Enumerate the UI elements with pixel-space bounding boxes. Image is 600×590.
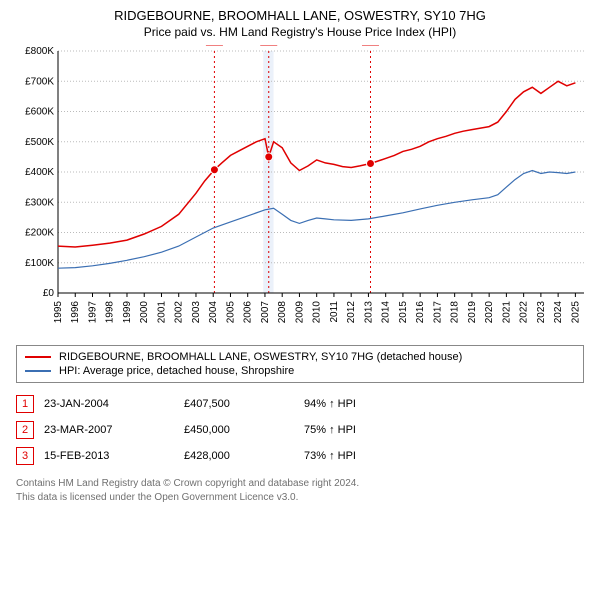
svg-text:2022: 2022 bbox=[519, 301, 530, 324]
svg-text:1997: 1997 bbox=[87, 301, 98, 324]
svg-text:£500K: £500K bbox=[25, 137, 54, 148]
svg-text:2016: 2016 bbox=[415, 301, 426, 324]
svg-text:2012: 2012 bbox=[346, 301, 357, 324]
svg-text:1996: 1996 bbox=[70, 301, 81, 324]
svg-text:2023: 2023 bbox=[536, 301, 547, 324]
svg-text:2002: 2002 bbox=[174, 301, 185, 324]
event-delta: 75% ↑ HPI bbox=[304, 424, 424, 436]
event-price: £450,000 bbox=[184, 424, 304, 436]
svg-text:2006: 2006 bbox=[243, 301, 254, 324]
event-row: 1 23-JAN-2004 £407,500 94% ↑ HPI bbox=[16, 391, 584, 417]
svg-text:2001: 2001 bbox=[156, 301, 167, 324]
events-table: 1 23-JAN-2004 £407,500 94% ↑ HPI 2 23-MA… bbox=[16, 391, 584, 469]
svg-text:2009: 2009 bbox=[294, 301, 305, 324]
svg-text:£800K: £800K bbox=[25, 46, 54, 57]
svg-text:2015: 2015 bbox=[398, 301, 409, 324]
legend-swatch-red bbox=[25, 356, 51, 358]
svg-text:£700K: £700K bbox=[25, 76, 54, 87]
event-date: 23-MAR-2007 bbox=[44, 424, 184, 436]
svg-text:2010: 2010 bbox=[312, 301, 323, 324]
svg-text:2020: 2020 bbox=[484, 301, 495, 324]
svg-text:2003: 2003 bbox=[191, 301, 202, 324]
svg-text:1995: 1995 bbox=[53, 301, 64, 324]
svg-text:2014: 2014 bbox=[381, 301, 392, 324]
footer-line: This data is licensed under the Open Gov… bbox=[16, 491, 584, 505]
event-index: 2 bbox=[16, 421, 34, 439]
chart-subtitle: Price paid vs. HM Land Registry's House … bbox=[12, 25, 588, 39]
svg-text:2000: 2000 bbox=[139, 301, 150, 324]
event-delta: 94% ↑ HPI bbox=[304, 398, 424, 410]
svg-text:£100K: £100K bbox=[25, 258, 54, 269]
footer-line: Contains HM Land Registry data © Crown c… bbox=[16, 477, 584, 491]
event-index: 3 bbox=[16, 447, 34, 465]
event-row: 3 15-FEB-2013 £428,000 73% ↑ HPI bbox=[16, 443, 584, 469]
svg-text:2013: 2013 bbox=[363, 301, 374, 324]
footer-attribution: Contains HM Land Registry data © Crown c… bbox=[16, 477, 584, 504]
event-date: 15-FEB-2013 bbox=[44, 450, 184, 462]
event-price: £407,500 bbox=[184, 398, 304, 410]
legend: RIDGEBOURNE, BROOMHALL LANE, OSWESTRY, S… bbox=[16, 345, 584, 383]
legend-label: HPI: Average price, detached house, Shro… bbox=[59, 365, 294, 377]
svg-text:2017: 2017 bbox=[432, 301, 443, 324]
event-price: £428,000 bbox=[184, 450, 304, 462]
svg-text:2004: 2004 bbox=[208, 301, 219, 324]
svg-text:2005: 2005 bbox=[225, 301, 236, 324]
svg-text:1999: 1999 bbox=[122, 301, 133, 324]
svg-text:£300K: £300K bbox=[25, 197, 54, 208]
svg-text:£200K: £200K bbox=[25, 228, 54, 239]
svg-text:£600K: £600K bbox=[25, 107, 54, 118]
legend-label: RIDGEBOURNE, BROOMHALL LANE, OSWESTRY, S… bbox=[59, 351, 462, 363]
event-index: 1 bbox=[16, 395, 34, 413]
chart-title: RIDGEBOURNE, BROOMHALL LANE, OSWESTRY, S… bbox=[12, 8, 588, 23]
event-date: 23-JAN-2004 bbox=[44, 398, 184, 410]
legend-swatch-blue bbox=[25, 370, 51, 372]
svg-text:2018: 2018 bbox=[450, 301, 461, 324]
svg-text:2011: 2011 bbox=[329, 301, 340, 323]
legend-item: RIDGEBOURNE, BROOMHALL LANE, OSWESTRY, S… bbox=[25, 350, 575, 364]
svg-text:1998: 1998 bbox=[105, 301, 116, 324]
svg-text:2019: 2019 bbox=[467, 301, 478, 324]
legend-item: HPI: Average price, detached house, Shro… bbox=[25, 364, 575, 378]
svg-text:2008: 2008 bbox=[277, 301, 288, 324]
svg-text:2024: 2024 bbox=[553, 301, 564, 324]
svg-text:£400K: £400K bbox=[25, 167, 54, 178]
svg-text:2007: 2007 bbox=[260, 301, 271, 324]
svg-text:2021: 2021 bbox=[501, 301, 512, 324]
price-chart: £0 £100K £200K £300K £400K £500K £600K £700K £80… bbox=[12, 45, 588, 335]
svg-text:£0: £0 bbox=[43, 288, 55, 299]
event-delta: 73% ↑ HPI bbox=[304, 450, 424, 462]
event-row: 2 23-MAR-2007 £450,000 75% ↑ HPI bbox=[16, 417, 584, 443]
svg-text:2025: 2025 bbox=[570, 301, 581, 324]
